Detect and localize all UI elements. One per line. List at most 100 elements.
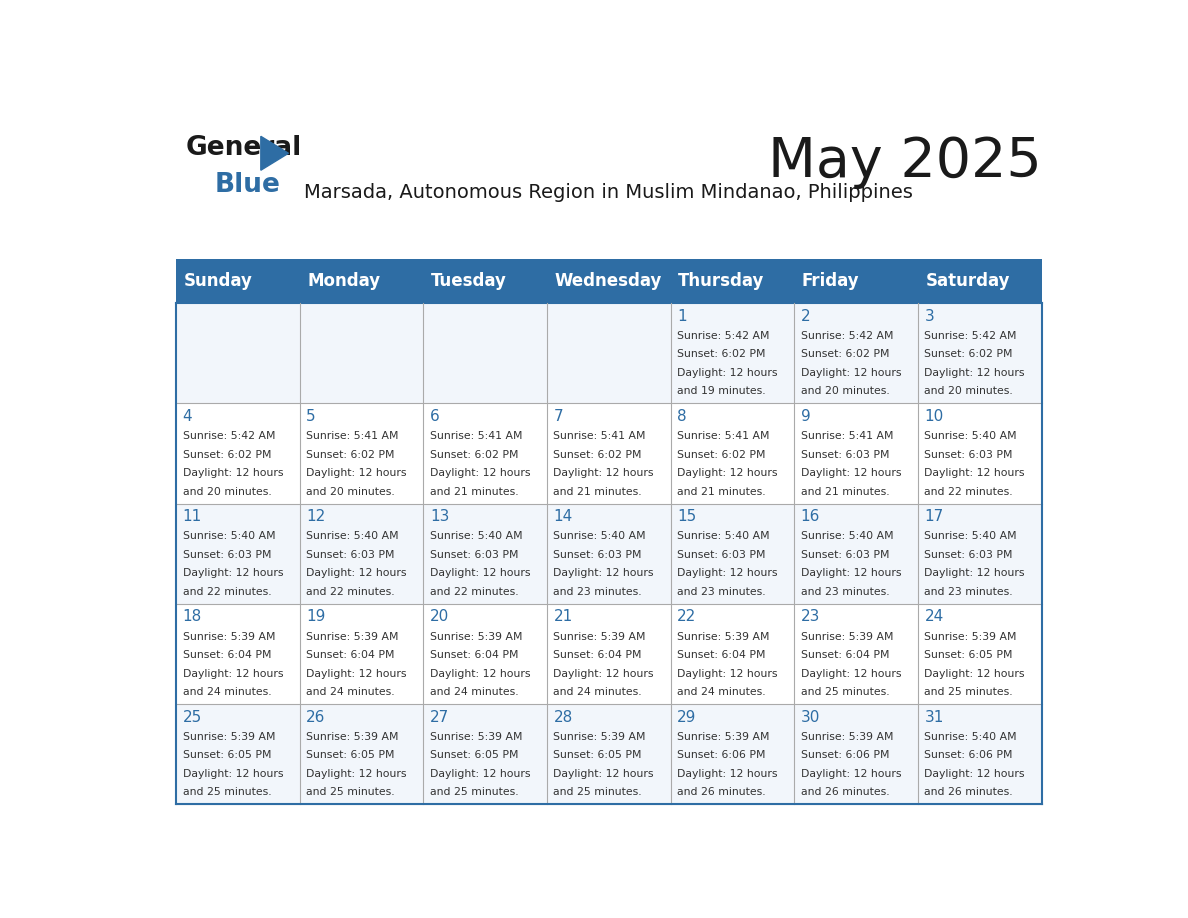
Text: Sunrise: 5:39 AM: Sunrise: 5:39 AM [430, 632, 523, 642]
Text: and 23 minutes.: and 23 minutes. [554, 587, 642, 597]
Text: Tuesday: Tuesday [431, 272, 506, 290]
Text: Daylight: 12 hours: Daylight: 12 hours [430, 668, 530, 678]
Text: Sunset: 6:06 PM: Sunset: 6:06 PM [801, 750, 890, 760]
Text: Sunset: 6:04 PM: Sunset: 6:04 PM [554, 650, 642, 660]
Bar [671, 303, 795, 403]
Text: 2: 2 [801, 308, 810, 324]
Bar [176, 604, 299, 704]
Text: Daylight: 12 hours: Daylight: 12 hours [801, 568, 902, 578]
Text: Daylight: 12 hours: Daylight: 12 hours [924, 468, 1025, 478]
Text: and 23 minutes.: and 23 minutes. [677, 587, 766, 597]
Text: and 22 minutes.: and 22 minutes. [924, 487, 1013, 497]
Bar [176, 259, 1042, 303]
Text: and 24 minutes.: and 24 minutes. [554, 688, 642, 697]
Text: Sunset: 6:05 PM: Sunset: 6:05 PM [183, 750, 271, 760]
Text: Sunset: 6:02 PM: Sunset: 6:02 PM [554, 450, 642, 460]
Text: and 20 minutes.: and 20 minutes. [183, 487, 271, 497]
Text: Sunset: 6:04 PM: Sunset: 6:04 PM [430, 650, 518, 660]
Text: Daylight: 12 hours: Daylight: 12 hours [924, 769, 1025, 778]
Text: Sunset: 6:03 PM: Sunset: 6:03 PM [801, 550, 890, 560]
Text: 23: 23 [801, 610, 820, 624]
Bar [176, 303, 299, 403]
Text: and 21 minutes.: and 21 minutes. [801, 487, 890, 497]
Text: 20: 20 [430, 610, 449, 624]
Text: Sunset: 6:02 PM: Sunset: 6:02 PM [183, 450, 271, 460]
Text: and 25 minutes.: and 25 minutes. [924, 688, 1013, 697]
Text: and 24 minutes.: and 24 minutes. [677, 688, 766, 697]
Text: 17: 17 [924, 509, 943, 524]
Bar [299, 403, 423, 504]
Text: 25: 25 [183, 710, 202, 724]
Bar [176, 704, 299, 804]
Text: Saturday: Saturday [925, 272, 1010, 290]
Text: 12: 12 [307, 509, 326, 524]
Polygon shape [261, 136, 289, 170]
Bar [918, 504, 1042, 604]
Text: Sunrise: 5:41 AM: Sunrise: 5:41 AM [554, 431, 646, 441]
Bar [299, 504, 423, 604]
Text: Sunrise: 5:39 AM: Sunrise: 5:39 AM [183, 732, 276, 742]
Bar [671, 604, 795, 704]
Text: 28: 28 [554, 710, 573, 724]
Text: Daylight: 12 hours: Daylight: 12 hours [430, 568, 530, 578]
Text: May 2025: May 2025 [767, 135, 1042, 189]
Text: Marsada, Autonomous Region in Muslim Mindanao, Philippines: Marsada, Autonomous Region in Muslim Min… [304, 183, 914, 202]
Text: Sunset: 6:05 PM: Sunset: 6:05 PM [554, 750, 642, 760]
Text: Sunrise: 5:40 AM: Sunrise: 5:40 AM [924, 431, 1017, 441]
Text: 7: 7 [554, 409, 563, 424]
Bar [918, 303, 1042, 403]
Bar [546, 303, 671, 403]
Text: 31: 31 [924, 710, 943, 724]
Text: Sunset: 6:03 PM: Sunset: 6:03 PM [801, 450, 890, 460]
Text: Sunday: Sunday [183, 272, 252, 290]
Text: Sunset: 6:05 PM: Sunset: 6:05 PM [430, 750, 518, 760]
Text: and 25 minutes.: and 25 minutes. [430, 788, 518, 798]
Text: Monday: Monday [308, 272, 380, 290]
Text: Sunrise: 5:42 AM: Sunrise: 5:42 AM [924, 330, 1017, 341]
Text: and 25 minutes.: and 25 minutes. [554, 788, 642, 798]
Text: Sunset: 6:03 PM: Sunset: 6:03 PM [924, 550, 1013, 560]
Text: Daylight: 12 hours: Daylight: 12 hours [677, 668, 778, 678]
Text: and 25 minutes.: and 25 minutes. [801, 688, 890, 697]
Text: Daylight: 12 hours: Daylight: 12 hours [183, 668, 283, 678]
Text: 15: 15 [677, 509, 696, 524]
Text: 8: 8 [677, 409, 687, 424]
Text: and 21 minutes.: and 21 minutes. [430, 487, 518, 497]
Text: Sunset: 6:03 PM: Sunset: 6:03 PM [183, 550, 271, 560]
Text: Sunrise: 5:40 AM: Sunrise: 5:40 AM [183, 532, 276, 542]
Text: and 26 minutes.: and 26 minutes. [924, 788, 1013, 798]
Bar [423, 704, 546, 804]
Text: Sunrise: 5:39 AM: Sunrise: 5:39 AM [554, 732, 646, 742]
Text: Friday: Friday [802, 272, 859, 290]
Text: Sunset: 6:04 PM: Sunset: 6:04 PM [307, 650, 394, 660]
Text: Sunrise: 5:39 AM: Sunrise: 5:39 AM [307, 732, 399, 742]
Text: Sunset: 6:03 PM: Sunset: 6:03 PM [307, 550, 394, 560]
Text: Sunset: 6:05 PM: Sunset: 6:05 PM [307, 750, 394, 760]
Text: Sunset: 6:02 PM: Sunset: 6:02 PM [677, 350, 765, 359]
Text: Daylight: 12 hours: Daylight: 12 hours [801, 668, 902, 678]
Text: Sunrise: 5:39 AM: Sunrise: 5:39 AM [183, 632, 276, 642]
Text: Daylight: 12 hours: Daylight: 12 hours [307, 668, 406, 678]
Bar [795, 704, 918, 804]
Text: Daylight: 12 hours: Daylight: 12 hours [677, 769, 778, 778]
Text: Daylight: 12 hours: Daylight: 12 hours [554, 468, 653, 478]
Text: Sunrise: 5:40 AM: Sunrise: 5:40 AM [677, 532, 770, 542]
Text: Daylight: 12 hours: Daylight: 12 hours [924, 368, 1025, 378]
Text: Daylight: 12 hours: Daylight: 12 hours [554, 668, 653, 678]
Bar [299, 303, 423, 403]
Text: Daylight: 12 hours: Daylight: 12 hours [924, 568, 1025, 578]
Bar [918, 403, 1042, 504]
Text: Sunset: 6:05 PM: Sunset: 6:05 PM [924, 650, 1013, 660]
Text: and 20 minutes.: and 20 minutes. [801, 386, 890, 397]
Bar [546, 403, 671, 504]
Text: Sunset: 6:04 PM: Sunset: 6:04 PM [801, 650, 890, 660]
Text: Sunset: 6:06 PM: Sunset: 6:06 PM [924, 750, 1013, 760]
Bar [671, 504, 795, 604]
Bar [423, 504, 546, 604]
Bar [423, 403, 546, 504]
Text: 19: 19 [307, 610, 326, 624]
Bar [795, 303, 918, 403]
Text: Sunset: 6:02 PM: Sunset: 6:02 PM [430, 450, 518, 460]
Bar [671, 403, 795, 504]
Text: 27: 27 [430, 710, 449, 724]
